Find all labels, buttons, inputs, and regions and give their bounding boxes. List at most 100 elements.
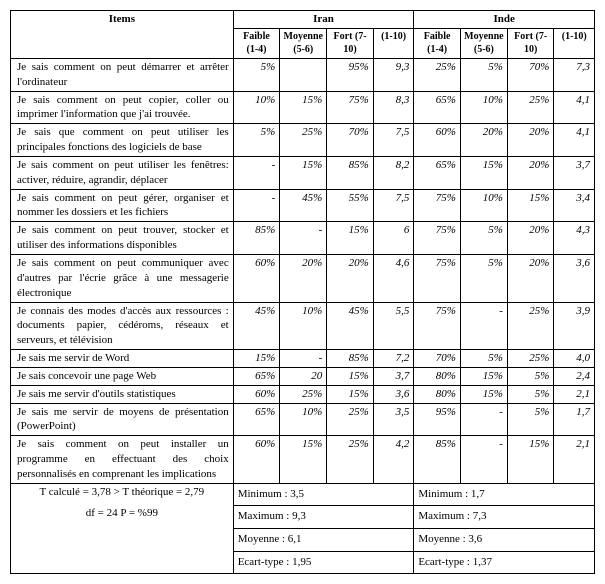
inde-moyenne: 5% xyxy=(460,58,507,91)
iran-fort: 15% xyxy=(327,367,374,385)
inde-range: 4,3 xyxy=(554,222,595,255)
iran-moyenne: 20% xyxy=(280,254,327,302)
iran-faible: 5% xyxy=(233,58,280,91)
inde-faible: 65% xyxy=(414,156,461,189)
item: Je sais me servir d'outils statistiques xyxy=(11,385,234,403)
iran-range: 9,3 xyxy=(373,58,413,91)
iran-range: 3,7 xyxy=(373,367,413,385)
header-inde-fort: Fort (7-10) xyxy=(507,28,554,58)
inde-moyenne: 10% xyxy=(460,91,507,124)
inde-moyenne: 5% xyxy=(460,222,507,255)
iran-moyenne: 10% xyxy=(280,302,327,350)
iran-moyenne: 10% xyxy=(280,403,327,436)
iran-moyenne: 25% xyxy=(280,385,327,403)
iran-max: Maximum : 9,3 xyxy=(233,506,414,529)
table-row: Je sais me servir de moyens de présentat… xyxy=(11,403,595,436)
iran-range: 7,5 xyxy=(373,124,413,157)
item: Je sais me servir de Word xyxy=(11,350,234,368)
item: Je sais comment on peut démarrer et arrê… xyxy=(11,58,234,91)
iran-fort: 95% xyxy=(327,58,374,91)
inde-range: 4,1 xyxy=(554,91,595,124)
inde-fort: 5% xyxy=(507,385,554,403)
inde-range: 2,1 xyxy=(554,385,595,403)
inde-fort: 5% xyxy=(507,367,554,385)
inde-moyenne: 15% xyxy=(460,385,507,403)
iran-fort: 85% xyxy=(327,156,374,189)
iran-fort: 45% xyxy=(327,302,374,350)
iran-fort: 75% xyxy=(327,91,374,124)
table-row: Je sais me servir de Word15%-85%7,270%5%… xyxy=(11,350,595,368)
item: Je sais que comment on peut utiliser les… xyxy=(11,124,234,157)
iran-moyenne: 45% xyxy=(280,189,327,222)
inde-fort: 25% xyxy=(507,91,554,124)
item: Je sais comment on peut trouver, stocker… xyxy=(11,222,234,255)
item: Je sais me servir de moyens de présentat… xyxy=(11,403,234,436)
inde-fort: 25% xyxy=(507,350,554,368)
iran-faible: - xyxy=(233,189,280,222)
iran-moyenne: 15% xyxy=(280,156,327,189)
iran-faible: 65% xyxy=(233,403,280,436)
inde-range: 2,4 xyxy=(554,367,595,385)
iran-moyenne: 15% xyxy=(280,91,327,124)
inde-faible: 80% xyxy=(414,367,461,385)
table-row: Je sais comment on peut copier, coller o… xyxy=(11,91,595,124)
inde-range: 3,7 xyxy=(554,156,595,189)
table-row: Je connais des modes d'accès aux ressour… xyxy=(11,302,595,350)
inde-et: Ecart-type : 1,37 xyxy=(414,551,595,574)
inde-fort: 20% xyxy=(507,254,554,302)
table-row: Je sais comment on peut démarrer et arrê… xyxy=(11,58,595,91)
iran-min: Minimum : 3,5 xyxy=(233,483,414,506)
inde-range: 3,6 xyxy=(554,254,595,302)
inde-fort: 5% xyxy=(507,403,554,436)
iran-faible: 10% xyxy=(233,91,280,124)
inde-min: Minimum : 1,7 xyxy=(414,483,595,506)
iran-fort: 70% xyxy=(327,124,374,157)
iran-moyenne: 25% xyxy=(280,124,327,157)
header-inde-faible: Faible (1-4) xyxy=(414,28,461,58)
inde-range: 4,0 xyxy=(554,350,595,368)
inde-faible: 60% xyxy=(414,124,461,157)
iran-fort: 25% xyxy=(327,403,374,436)
table-row: Je sais me servir d'outils statistiques6… xyxy=(11,385,595,403)
inde-range: 3,9 xyxy=(554,302,595,350)
iran-range: 4,2 xyxy=(373,436,413,484)
inde-moyenne: 10% xyxy=(460,189,507,222)
inde-faible: 75% xyxy=(414,254,461,302)
inde-moyenne: 20% xyxy=(460,124,507,157)
table-row: Je sais comment on peut gérer, organiser… xyxy=(11,189,595,222)
inde-faible: 25% xyxy=(414,58,461,91)
header-inde: Inde xyxy=(414,11,595,29)
inde-moyenne: - xyxy=(460,302,507,350)
iran-fort: 25% xyxy=(327,436,374,484)
inde-fort: 20% xyxy=(507,156,554,189)
inde-faible: 75% xyxy=(414,222,461,255)
inde-fort: 20% xyxy=(507,124,554,157)
iran-range: 7,5 xyxy=(373,189,413,222)
header-iran: Iran xyxy=(233,11,414,29)
header-iran-fort: Fort (7-10) xyxy=(327,28,374,58)
iran-faible: 65% xyxy=(233,367,280,385)
iran-range: 5,5 xyxy=(373,302,413,350)
iran-moyenne xyxy=(280,58,327,91)
item: Je sais comment on peut installer un pro… xyxy=(11,436,234,484)
iran-faible: 60% xyxy=(233,436,280,484)
inde-moyenne: - xyxy=(460,436,507,484)
iran-fort: 15% xyxy=(327,222,374,255)
iran-faible: - xyxy=(233,156,280,189)
inde-moyenne: 5% xyxy=(460,350,507,368)
inde-moyenne: 15% xyxy=(460,367,507,385)
inde-max: Maximum : 7,3 xyxy=(414,506,595,529)
iran-range: 4,6 xyxy=(373,254,413,302)
header-iran-moyenne: Moyenne (5-6) xyxy=(280,28,327,58)
inde-faible: 95% xyxy=(414,403,461,436)
item: Je sais comment on peut utiliser les fen… xyxy=(11,156,234,189)
iran-range: 8,2 xyxy=(373,156,413,189)
iran-et: Ecart-type : 1,95 xyxy=(233,551,414,574)
table-row: Je sais comment on peut trouver, stocker… xyxy=(11,222,595,255)
table-row: Je sais comment on peut utiliser les fen… xyxy=(11,156,595,189)
header-items: Items xyxy=(11,11,234,59)
iran-moyenne: - xyxy=(280,350,327,368)
inde-range: 1,7 xyxy=(554,403,595,436)
inde-range: 7,3 xyxy=(554,58,595,91)
inde-moyenne: 15% xyxy=(460,156,507,189)
